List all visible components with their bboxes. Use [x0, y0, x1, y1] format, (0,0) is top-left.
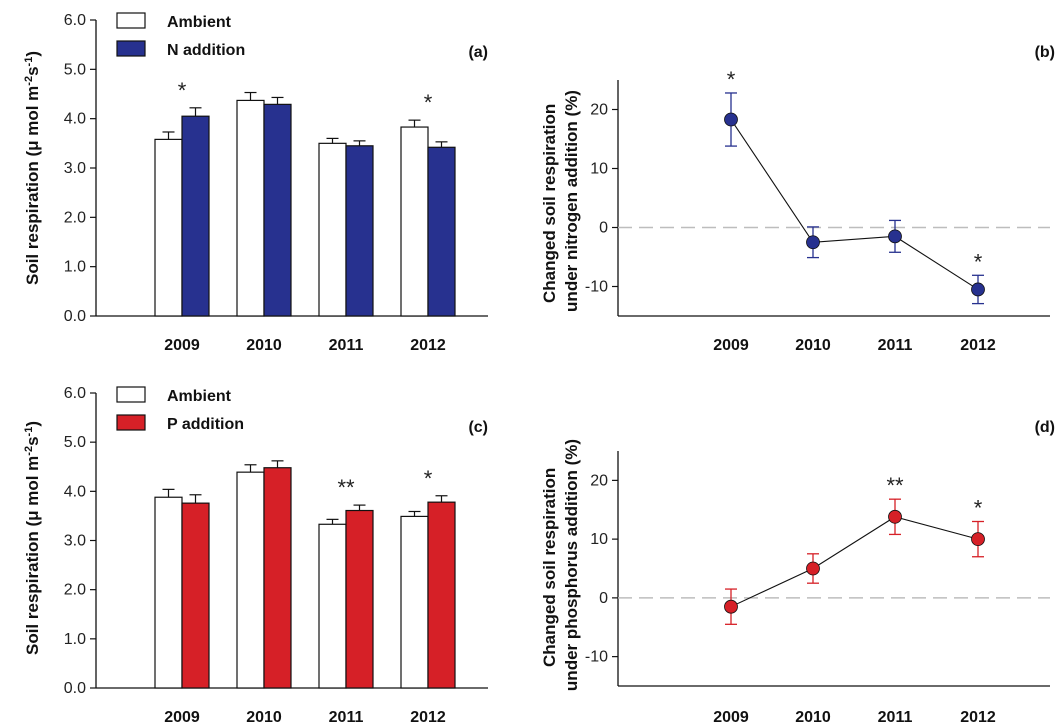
y-tick-label: 10 [590, 161, 608, 178]
x-category-label: 2012 [960, 709, 996, 725]
x-category-label: 2011 [878, 709, 913, 725]
data-point [971, 282, 985, 297]
panel-a-legend: Ambient N addition [116, 12, 245, 59]
y-tick-label: 1.0 [64, 259, 86, 276]
y-tick-label: 3.0 [64, 160, 86, 177]
legend-swatch-n-addition [116, 40, 146, 57]
legend-swatch-ambient [116, 12, 146, 29]
bar-treatment [263, 467, 292, 689]
data-point [724, 599, 738, 614]
x-category-label: 2010 [246, 709, 282, 725]
bar-ambient [236, 99, 265, 317]
x-category-label: 2012 [410, 709, 446, 725]
x-category-label: 2010 [795, 337, 831, 354]
significance-marker: * [178, 78, 187, 103]
panel-d-label: (d) [1035, 419, 1055, 436]
x-category-label: 2011 [329, 337, 364, 354]
legend-label-p-addition: P addition [167, 416, 244, 433]
panel-b-line-chart: Changed soil respiration under nitrogen … [540, 44, 1055, 354]
panel-d-line-chart: Changed soil respiration under phosphoru… [540, 419, 1055, 725]
significance-marker: * [974, 249, 983, 274]
bar-ambient [236, 471, 265, 689]
y-tick-label: 1.0 [64, 631, 86, 648]
legend-label-ambient: Ambient [167, 388, 232, 405]
panel-c-legend: Ambient P addition [116, 386, 244, 433]
y-tick-label: 2.0 [64, 209, 86, 226]
y-tick-label: -10 [585, 649, 608, 666]
significance-marker: * [424, 90, 433, 115]
series-line [730, 516, 979, 608]
y-tick-label: 0.0 [64, 308, 86, 325]
panel-d-ylabel-line2: under phosphorus addition (%) [562, 439, 581, 691]
significance-marker: * [424, 466, 433, 491]
legend-label-n-addition: N addition [167, 42, 245, 59]
significance-marker: * [727, 67, 736, 92]
x-category-label: 2011 [878, 337, 913, 354]
bar-ambient [154, 138, 183, 317]
bar-ambient [400, 515, 429, 689]
panel-c-label: (c) [468, 419, 488, 436]
bar-treatment [181, 502, 210, 689]
data-point [724, 112, 738, 127]
data-point [806, 561, 820, 576]
x-category-label: 2012 [960, 337, 996, 354]
y-tick-label: 5.0 [64, 61, 86, 78]
significance-marker: ** [337, 475, 355, 500]
y-tick-label: 2.0 [64, 582, 86, 599]
y-tick-label: 6.0 [64, 385, 86, 402]
y-tick-label: 0.0 [64, 680, 86, 697]
x-category-label: 2009 [164, 337, 200, 354]
panel-c-ylabel: Soil respiration (μ mol m-2s-1) [23, 421, 42, 655]
bar-ambient [318, 142, 347, 317]
y-tick-label: 10 [590, 531, 608, 548]
panel-b-ylabel-line2: under nitrogen addition (%) [562, 90, 581, 312]
bar-treatment [345, 145, 374, 317]
data-point [806, 235, 820, 250]
x-category-label: 2010 [795, 709, 831, 725]
bar-ambient [400, 126, 429, 317]
legend-swatch-p-addition [116, 414, 146, 431]
significance-marker: * [974, 496, 983, 521]
x-category-label: 2009 [713, 337, 749, 354]
panel-b-ylabel-line1: Changed soil respiration [540, 104, 559, 303]
panel-b-label: (b) [1035, 44, 1055, 61]
x-category-label: 2012 [410, 337, 446, 354]
x-category-label: 2010 [246, 337, 282, 354]
x-category-label: 2009 [164, 709, 200, 725]
y-tick-label: 0 [599, 590, 608, 607]
data-point [888, 509, 902, 524]
y-tick-label: 5.0 [64, 434, 86, 451]
bar-treatment [427, 146, 456, 317]
y-tick-label: 4.0 [64, 483, 86, 500]
bar-treatment [427, 501, 456, 689]
bar-ambient [318, 523, 347, 689]
y-tick-label: 20 [590, 472, 608, 489]
y-tick-label: 0 [599, 220, 608, 237]
panel-b-ylabel: Changed soil respiration under nitrogen … [540, 90, 581, 312]
panel-a-label: (a) [468, 44, 488, 61]
y-tick-label: 20 [590, 102, 608, 119]
panel-a-bar-chart: Soil respiration (μ mol m-2s-1) (a) Ambi… [23, 12, 488, 354]
bar-treatment [345, 509, 374, 689]
legend-label-ambient: Ambient [167, 14, 232, 31]
y-tick-label: -10 [585, 279, 608, 296]
y-tick-label: 3.0 [64, 533, 86, 550]
bar-treatment [263, 103, 292, 317]
panel-a-ylabel: Soil respiration (μ mol m-2s-1) [23, 51, 42, 285]
y-tick-label: 4.0 [64, 111, 86, 128]
panel-c-bar-chart: Soil respiration (μ mol m-2s-1) (c) Ambi… [23, 385, 488, 725]
x-category-label: 2009 [713, 709, 749, 725]
data-point [888, 229, 902, 244]
bar-ambient [154, 496, 183, 689]
y-tick-label: 6.0 [64, 12, 86, 29]
bar-treatment [181, 115, 210, 317]
series-line [730, 119, 979, 290]
data-point [971, 532, 985, 547]
x-category-label: 2011 [329, 709, 364, 725]
panel-d-ylabel-line1: Changed soil respiration [540, 468, 559, 667]
panel-d-ylabel: Changed soil respiration under phosphoru… [540, 439, 581, 691]
significance-marker: ** [886, 473, 904, 498]
legend-swatch-ambient [116, 386, 146, 403]
